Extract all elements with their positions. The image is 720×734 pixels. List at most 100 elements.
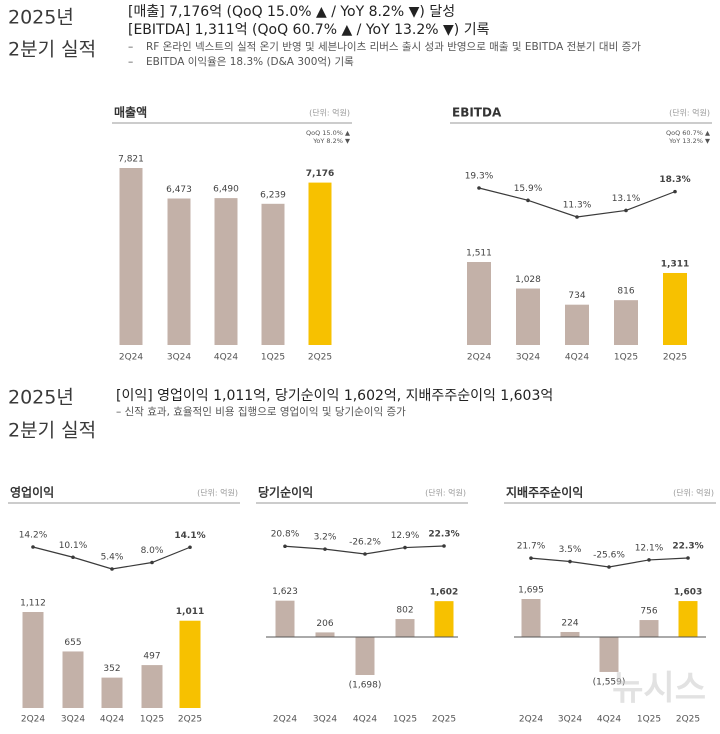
margin-label: 22.3% <box>672 542 703 552</box>
bar <box>101 677 123 708</box>
x-tick-label: 1Q25 <box>637 715 661 725</box>
margin-label: 19.3% <box>465 172 494 182</box>
bullet-dash: – <box>128 56 133 68</box>
value-label: 655 <box>64 638 81 648</box>
margin-label: 20.8% <box>271 530 300 540</box>
value-label: (1,559) <box>593 677 626 687</box>
margin-label: 18.3% <box>659 175 690 185</box>
x-tick-label: 2Q24 <box>519 715 544 725</box>
unit-label: (단위: 억원) <box>673 488 714 498</box>
bar <box>614 300 638 345</box>
margin-label: 8.0% <box>141 546 164 556</box>
margin-label: 11.3% <box>563 201 592 211</box>
margin-point <box>607 565 611 569</box>
bar <box>315 632 335 637</box>
headline: [EBITDA] 1,311억 (QoQ 60.7% ▲ / YoY 13.2%… <box>128 22 490 38</box>
bar <box>521 599 541 637</box>
x-tick-label: 4Q24 <box>565 353 590 363</box>
value-label: 352 <box>103 664 120 674</box>
bar <box>179 620 201 708</box>
margin-point <box>624 208 628 213</box>
x-tick-label: 2Q25 <box>178 715 202 725</box>
margin-point <box>283 544 287 549</box>
x-tick-label: 2Q24 <box>119 353 144 363</box>
margin-point <box>150 560 154 565</box>
value-label: 1,623 <box>272 587 298 597</box>
x-tick-label: 3Q24 <box>61 715 86 725</box>
value-label: 206 <box>316 619 333 629</box>
margin-label: 13.1% <box>612 194 641 204</box>
headline: [매출] 7,176억 (QoQ 15.0% ▲ / YoY 8.2% ▼) 달… <box>128 4 455 20</box>
x-tick-label: 2Q25 <box>432 715 456 725</box>
chart-title: EBITDA <box>452 106 502 120</box>
bar <box>214 198 238 345</box>
bar <box>308 182 332 345</box>
x-tick-label: 1Q25 <box>614 353 638 363</box>
margin-point <box>323 547 327 551</box>
value-label: 734 <box>568 291 585 301</box>
x-tick-label: 4Q24 <box>214 353 239 363</box>
margin-label: 12.1% <box>635 543 664 553</box>
x-tick-label: 4Q24 <box>353 715 378 725</box>
x-tick-label: 2Q24 <box>21 715 46 725</box>
margin-point <box>477 186 481 190</box>
value-label: 1,603 <box>674 588 702 598</box>
margin-label: 15.9% <box>514 184 543 194</box>
value-label: 7,176 <box>306 169 334 179</box>
section-year: 2025년 <box>8 387 74 409</box>
bar <box>119 168 143 345</box>
margin-point <box>363 552 367 556</box>
margin-point <box>575 215 579 219</box>
margin-label: 22.3% <box>428 530 459 540</box>
value-label: 1,602 <box>430 588 458 598</box>
headline: [이익] 영업이익 1,011억, 당기순이익 1,602억, 지배주주순이익 … <box>116 388 553 404</box>
value-label: 816 <box>617 287 634 297</box>
bar <box>261 203 285 345</box>
margin-point <box>686 556 690 560</box>
x-tick-label: 3Q24 <box>167 353 192 363</box>
note: YoY 13.2% ▼ <box>668 137 710 145</box>
unit-label: (단위: 억원) <box>309 108 350 118</box>
value-label: 1,511 <box>466 249 492 259</box>
value-label: 1,311 <box>661 259 689 269</box>
section-period: 2분기 실적 <box>8 39 96 61</box>
bar <box>22 612 44 708</box>
margin-point <box>403 545 407 550</box>
chart-title: 매출액 <box>114 105 147 120</box>
margin-point <box>529 556 533 560</box>
margin-point <box>568 559 572 564</box>
x-tick-label: 3Q24 <box>558 715 583 725</box>
margin-point <box>442 544 446 548</box>
value-label: 802 <box>396 606 413 616</box>
x-tick-label: 2Q25 <box>663 353 687 363</box>
value-label: 7,821 <box>118 155 144 165</box>
margin-point <box>673 189 677 194</box>
margin-point <box>71 555 75 560</box>
bar <box>560 631 580 637</box>
bar <box>599 637 619 672</box>
bullet: RF 온라인 넥스트의 실적 온기 반영 및 세븐나이츠 리버스 출시 성과 반… <box>146 41 641 53</box>
note: YoY 8.2% ▼ <box>312 137 350 145</box>
margin-point <box>110 567 114 571</box>
chart-title: 영업이익 <box>10 485 54 500</box>
unit-label: (단위: 억원) <box>197 488 238 498</box>
value-label: 497 <box>143 652 160 662</box>
bar <box>639 620 659 637</box>
value-label: 1,695 <box>518 586 544 596</box>
bar <box>167 198 191 345</box>
value-label: 6,490 <box>213 185 239 195</box>
x-tick-label: 3Q24 <box>313 715 338 725</box>
x-tick-label: 1Q25 <box>140 715 164 725</box>
value-label: (1,698) <box>349 681 382 691</box>
bar <box>62 651 84 708</box>
bullet-dash: – <box>128 41 133 53</box>
watermark: 뉴시스 <box>612 669 706 709</box>
section-year: 2025년 <box>8 7 74 29</box>
value-label: 6,239 <box>260 190 286 200</box>
margin-point <box>647 558 651 562</box>
margin-label: 5.4% <box>101 553 124 563</box>
margin-label: 3.5% <box>559 545 582 555</box>
unit-label: (단위: 억원) <box>669 108 710 118</box>
bar <box>663 272 687 345</box>
